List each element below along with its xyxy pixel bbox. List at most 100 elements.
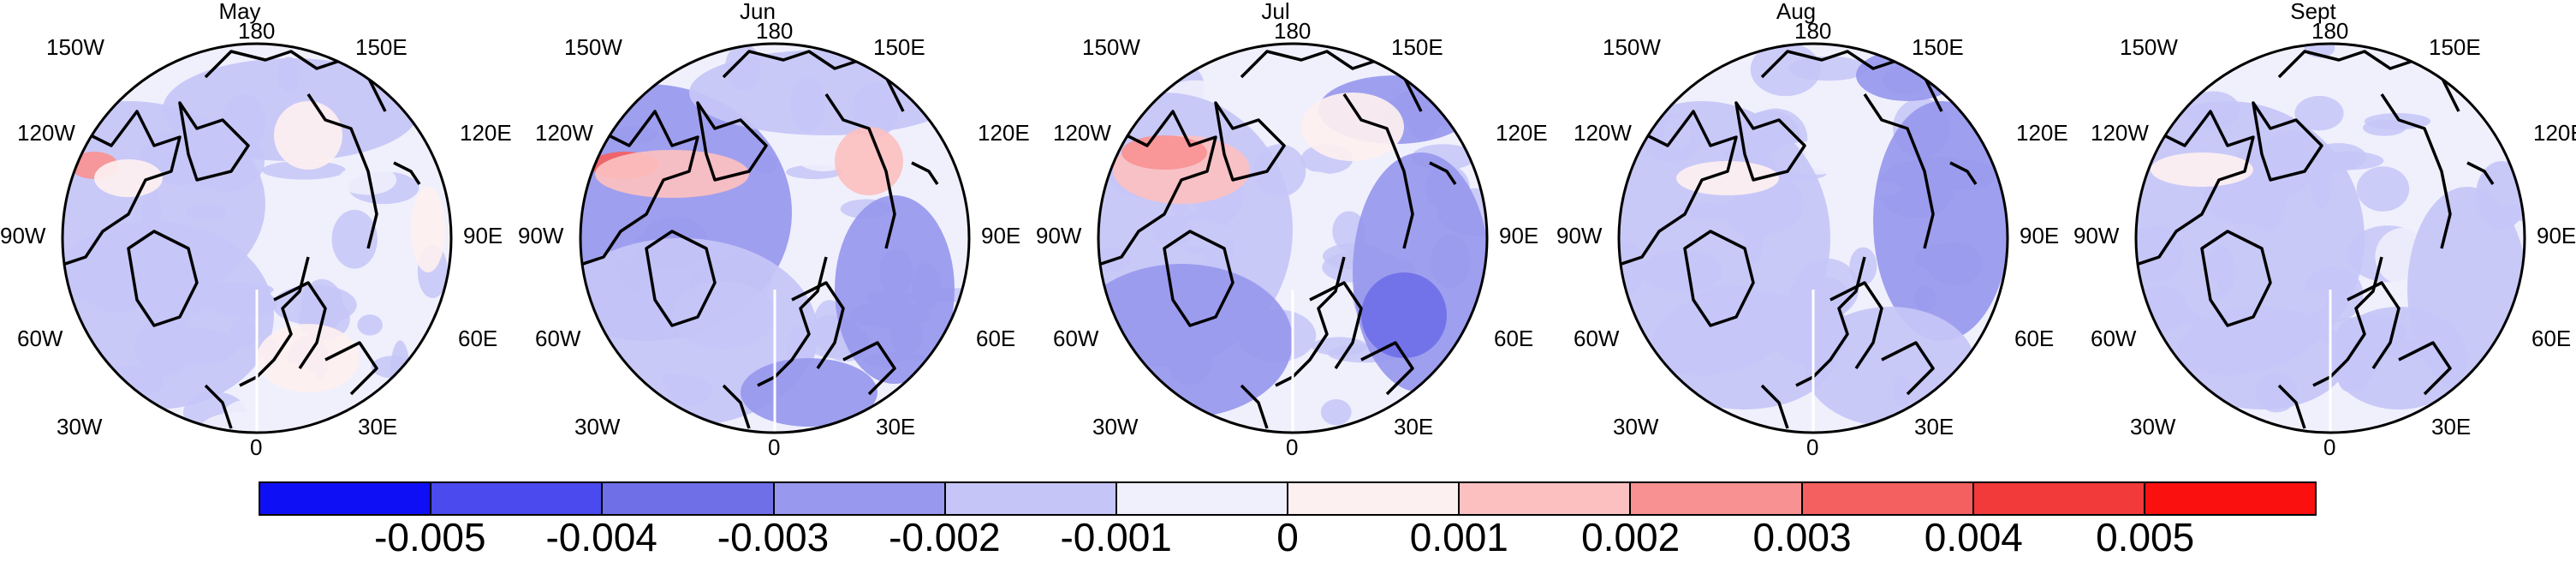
colorbar-tick-label: -0.005 <box>374 515 486 559</box>
longitude-label-lower-left: 30W <box>1092 414 1139 439</box>
anomaly-region <box>2176 307 2347 410</box>
field-blob <box>300 278 343 334</box>
longitude-label-top: 180 <box>756 18 794 44</box>
panel-title: Sept <box>2290 0 2336 24</box>
field-blob <box>2294 95 2344 131</box>
colorbar-segment <box>1115 483 1288 514</box>
colorbar-tick-label: -0.003 <box>717 515 830 559</box>
anomaly-region <box>595 150 749 198</box>
anomaly-region <box>274 101 342 170</box>
coastline <box>1214 101 1286 182</box>
field-blob <box>331 209 378 269</box>
anomaly-region <box>672 281 775 350</box>
polar-map <box>61 42 453 434</box>
coastline <box>645 230 717 327</box>
longitude-label-left: 90W <box>0 223 46 248</box>
longitude-label-right-lower: 60E <box>2014 326 2055 351</box>
longitude-label-right: 90E <box>1499 223 1539 248</box>
longitude-label-left-upper: 120W <box>1053 120 1111 146</box>
coastline <box>393 161 421 185</box>
polar-map <box>579 42 971 434</box>
field-blob <box>385 295 445 331</box>
field-blob <box>223 399 278 430</box>
field-blob <box>300 269 345 286</box>
anomaly-region <box>1361 272 1447 358</box>
field-blob <box>2223 44 2305 100</box>
longitude-label-top: 180 <box>1794 18 1832 44</box>
colorbar-segment <box>601 483 773 514</box>
longitude-label-lower-right: 30E <box>876 414 916 439</box>
longitude-label-bottom: 0 <box>768 434 781 460</box>
longitude-label-bottom: 0 <box>1806 434 1819 460</box>
longitude-label-right: 90E <box>463 223 503 248</box>
coastline <box>696 101 768 182</box>
coastline <box>2398 341 2452 396</box>
longitude-label-left: 90W <box>1556 223 1603 248</box>
colorbar-tick-label: 0.001 <box>1409 515 1508 559</box>
longitude-label-left-lower: 60W <box>2091 326 2137 351</box>
anomaly-region <box>835 127 903 195</box>
anomaly-region <box>1676 161 1779 195</box>
longitude-label-left-upper: 120W <box>2091 120 2149 146</box>
longitude-label-lower-left: 30W <box>1613 414 1659 439</box>
longitude-label-lower-right: 30E <box>358 414 398 439</box>
panel-title: May <box>218 0 261 24</box>
longitude-label-lower-right: 30E <box>1914 414 1954 439</box>
longitude-label-lower-left: 30W <box>574 414 621 439</box>
longitude-label-right: 90E <box>2020 223 2060 248</box>
longitude-label-right-lower: 60E <box>976 326 1016 351</box>
longitude-label-lower-left: 30W <box>57 414 103 439</box>
field-blob <box>357 314 383 336</box>
coastline <box>306 93 378 249</box>
coastline <box>178 101 250 182</box>
anomaly-region <box>1651 290 1839 410</box>
field-blob <box>2341 44 2365 84</box>
longitude-label-upper-left: 150W <box>46 34 104 60</box>
field-blob <box>2356 166 2410 212</box>
coastline <box>2466 161 2495 185</box>
coastline <box>2277 384 2306 429</box>
colorbar-tick-label: 0.002 <box>1581 515 1681 559</box>
coastline <box>2200 230 2272 327</box>
colorbar-segment <box>2143 483 2316 514</box>
longitude-label-right-upper: 120E <box>2016 120 2068 146</box>
anomaly-region <box>2151 152 2253 187</box>
longitude-label-left-lower: 60W <box>17 326 63 351</box>
longitude-label-top: 180 <box>1274 18 1312 44</box>
longitude-label-upper-left: 150W <box>2120 34 2178 60</box>
colorbar-segment <box>943 483 1115 514</box>
colorbar-segment <box>1972 483 2144 514</box>
longitude-label-right-lower: 60E <box>2531 326 2572 351</box>
longitude-label-upper-right: 150E <box>1391 34 1443 60</box>
field-blob <box>2385 76 2428 106</box>
coastline <box>62 110 181 267</box>
coastline <box>1881 341 1935 396</box>
colorbar-tick-label: 0.005 <box>2096 515 2195 559</box>
longitude-label-right-lower: 60E <box>1494 326 1534 351</box>
anomaly-region <box>1301 93 1404 161</box>
field-blob <box>261 160 346 180</box>
map-panel-aug: Aug 180 150W 150E 120W 120E 90W 90E 60W 60E 30W 30E… <box>1556 0 2096 460</box>
coastline <box>2136 110 2255 267</box>
coastline <box>204 384 233 429</box>
longitude-label-bottom: 0 <box>2323 434 2336 460</box>
coastline <box>580 110 699 267</box>
coastline <box>1863 93 1935 249</box>
coastline <box>1683 230 1755 327</box>
coastline <box>324 341 378 396</box>
longitude-label-lower-right: 30E <box>2431 414 2472 439</box>
anomaly-region <box>741 358 878 427</box>
colorbar-segment <box>260 483 431 514</box>
colorbar-segment <box>430 483 602 514</box>
colorbar-tick-label: 0.003 <box>1752 515 1852 559</box>
longitude-label-left-upper: 120W <box>535 120 593 146</box>
coastline <box>2380 93 2452 249</box>
longitude-label-bottom: 0 <box>250 434 263 460</box>
coastline <box>1360 341 1414 396</box>
longitude-label-lower-left: 30W <box>2130 414 2176 439</box>
map-boundary <box>2134 42 2526 434</box>
colorbar-tick-label: 0 <box>1276 515 1299 559</box>
coastline <box>1429 161 1457 185</box>
polar-map <box>2134 42 2526 434</box>
